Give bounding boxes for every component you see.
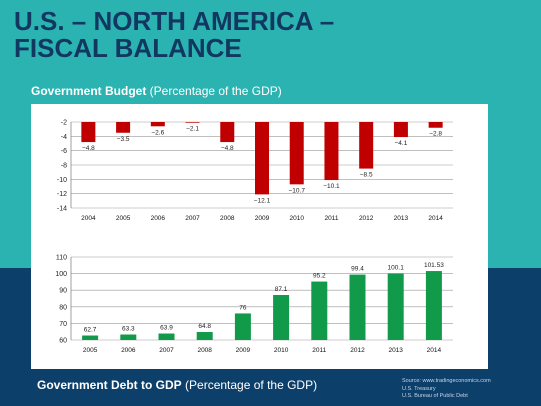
debt-x-tick-label: 2013	[388, 347, 403, 354]
debt-bar	[120, 334, 137, 340]
debt-y-tick-label: 60	[59, 338, 67, 345]
debt-x-tick-label: 2014	[427, 347, 442, 354]
source-line-1: Source: www.tradingeconomics.com	[402, 378, 491, 384]
title-line-1: U.S. – NORTH AMERICA –	[14, 6, 335, 36]
debt-x-tick-label: 2007	[159, 347, 174, 354]
budget-y-tick-label: -14	[57, 206, 67, 213]
budget-x-tick-label: 2010	[289, 215, 304, 222]
budget-x-tick-label: 2013	[394, 215, 409, 222]
debt-x-tick-label: 2011	[312, 347, 326, 354]
budget-bar	[150, 122, 165, 127]
budget-x-tick-label: 2009	[255, 215, 270, 222]
budget-value-label: −2.6	[151, 129, 164, 136]
source-note: Source: www.tradingeconomics.com U.S. Tr…	[402, 378, 491, 401]
debt-chart-caption: Government Debt to GDP (Percentage of th…	[37, 378, 317, 392]
source-line-3: U.S. Bureau of Public Debt	[402, 393, 468, 399]
budget-bar	[289, 122, 304, 185]
budget-caption-rest: (Percentage of the GDP)	[146, 84, 282, 98]
budget-x-tick-label: 2011	[324, 215, 338, 222]
debt-value-label: 64.8	[198, 323, 211, 330]
budget-x-tick-label: 2012	[359, 215, 374, 222]
budget-value-label: −8.5	[360, 172, 373, 179]
budget-bar	[428, 122, 443, 128]
budget-bar	[116, 122, 131, 133]
budget-bar	[220, 122, 235, 143]
title-line-2: FISCAL BALANCE	[14, 33, 242, 63]
budget-bar	[324, 122, 339, 181]
debt-bar	[196, 332, 213, 340]
debt-bar	[158, 333, 175, 340]
budget-y-tick-label: -8	[61, 163, 67, 170]
budget-value-label: −4.8	[221, 145, 234, 152]
budget-x-tick-label: 2005	[116, 215, 131, 222]
budget-caption-bold: Government Budget	[31, 84, 147, 98]
budget-y-tick-label: -4	[61, 134, 67, 141]
debt-y-tick-label: 90	[59, 288, 67, 295]
debt-value-label: 99.4	[351, 266, 364, 273]
debt-caption-bold: Government Debt to GDP	[37, 378, 182, 392]
budget-bar	[81, 122, 96, 143]
debt-chart: 60 70 80 90 100 110 62.7 2005 63.3 2006 63.9 2007 64…	[55, 255, 453, 354]
budget-value-label: −2.8	[429, 131, 442, 138]
debt-x-tick-label: 2010	[274, 347, 289, 354]
budget-bar	[393, 122, 408, 138]
chart-panel: -2 -4 -6 -8 -10 -12 -14 −4.8 2004 −3.5 2005 −2.6 200…	[31, 104, 488, 369]
debt-bar	[349, 274, 366, 340]
budget-y-tick-label: -6	[61, 148, 67, 155]
debt-y-tick-label: 80	[59, 304, 67, 311]
budget-chart-caption: Government Budget (Percentage of the GDP…	[31, 84, 282, 98]
debt-value-label: 87.1	[275, 286, 288, 293]
debt-bar	[425, 271, 442, 340]
debt-value-label: 100.1	[388, 264, 405, 271]
charts-canvas: -2 -4 -6 -8 -10 -12 -14 −4.8 2004 −3.5 2005 −2.6 200…	[55, 120, 453, 354]
debt-value-label: 76	[239, 304, 247, 311]
budget-value-label: −4.1	[394, 140, 407, 147]
debt-bar	[387, 273, 404, 340]
debt-bar	[311, 281, 328, 340]
slide-title: U.S. – NORTH AMERICA – FISCAL BALANCE	[14, 8, 334, 62]
budget-value-label: −12.1	[254, 197, 271, 204]
debt-x-tick-label: 2006	[121, 347, 136, 354]
budget-x-tick-label: 2006	[151, 215, 166, 222]
debt-value-label: 101.53	[424, 262, 444, 269]
budget-y-tick-label: -12	[57, 191, 67, 198]
budget-chart: -2 -4 -6 -8 -10 -12 -14 −4.8 2004 −3.5 2005 −2.6 200…	[57, 120, 453, 222]
debt-value-label: 63.9	[160, 325, 173, 332]
debt-x-tick-label: 2008	[197, 347, 212, 354]
debt-value-label: 95.2	[313, 273, 326, 280]
budget-value-label: −4.8	[82, 145, 95, 152]
budget-value-label: −2.1	[186, 126, 199, 133]
budget-bar	[185, 122, 200, 123]
debt-bar	[82, 335, 99, 340]
budget-y-tick-label: -2	[61, 120, 67, 127]
debt-y-tick-label: 100	[55, 271, 67, 278]
budget-x-tick-label: 2008	[220, 215, 235, 222]
debt-x-tick-label: 2009	[236, 347, 251, 354]
debt-value-label: 63.3	[122, 326, 135, 333]
budget-value-label: −10.1	[323, 183, 340, 190]
debt-value-label: 62.7	[84, 327, 97, 334]
budget-x-tick-label: 2004	[81, 215, 96, 222]
budget-y-tick-label: -10	[57, 177, 67, 184]
debt-x-tick-label: 2005	[83, 347, 98, 354]
budget-value-label: −10.7	[289, 187, 306, 194]
debt-y-tick-label: 70	[59, 321, 67, 328]
budget-bar	[255, 122, 269, 195]
budget-x-tick-label: 2007	[185, 215, 200, 222]
debt-x-tick-label: 2012	[350, 347, 365, 354]
debt-y-tick-label: 110	[56, 255, 67, 262]
budget-bar	[359, 122, 374, 169]
debt-bar	[234, 313, 251, 340]
source-line-2: U.S. Treasury	[402, 385, 436, 392]
budget-value-label: −3.5	[117, 136, 130, 143]
budget-x-tick-label: 2014	[428, 215, 443, 222]
debt-bar	[273, 295, 290, 340]
debt-caption-rest: (Percentage of the GDP)	[181, 378, 318, 392]
